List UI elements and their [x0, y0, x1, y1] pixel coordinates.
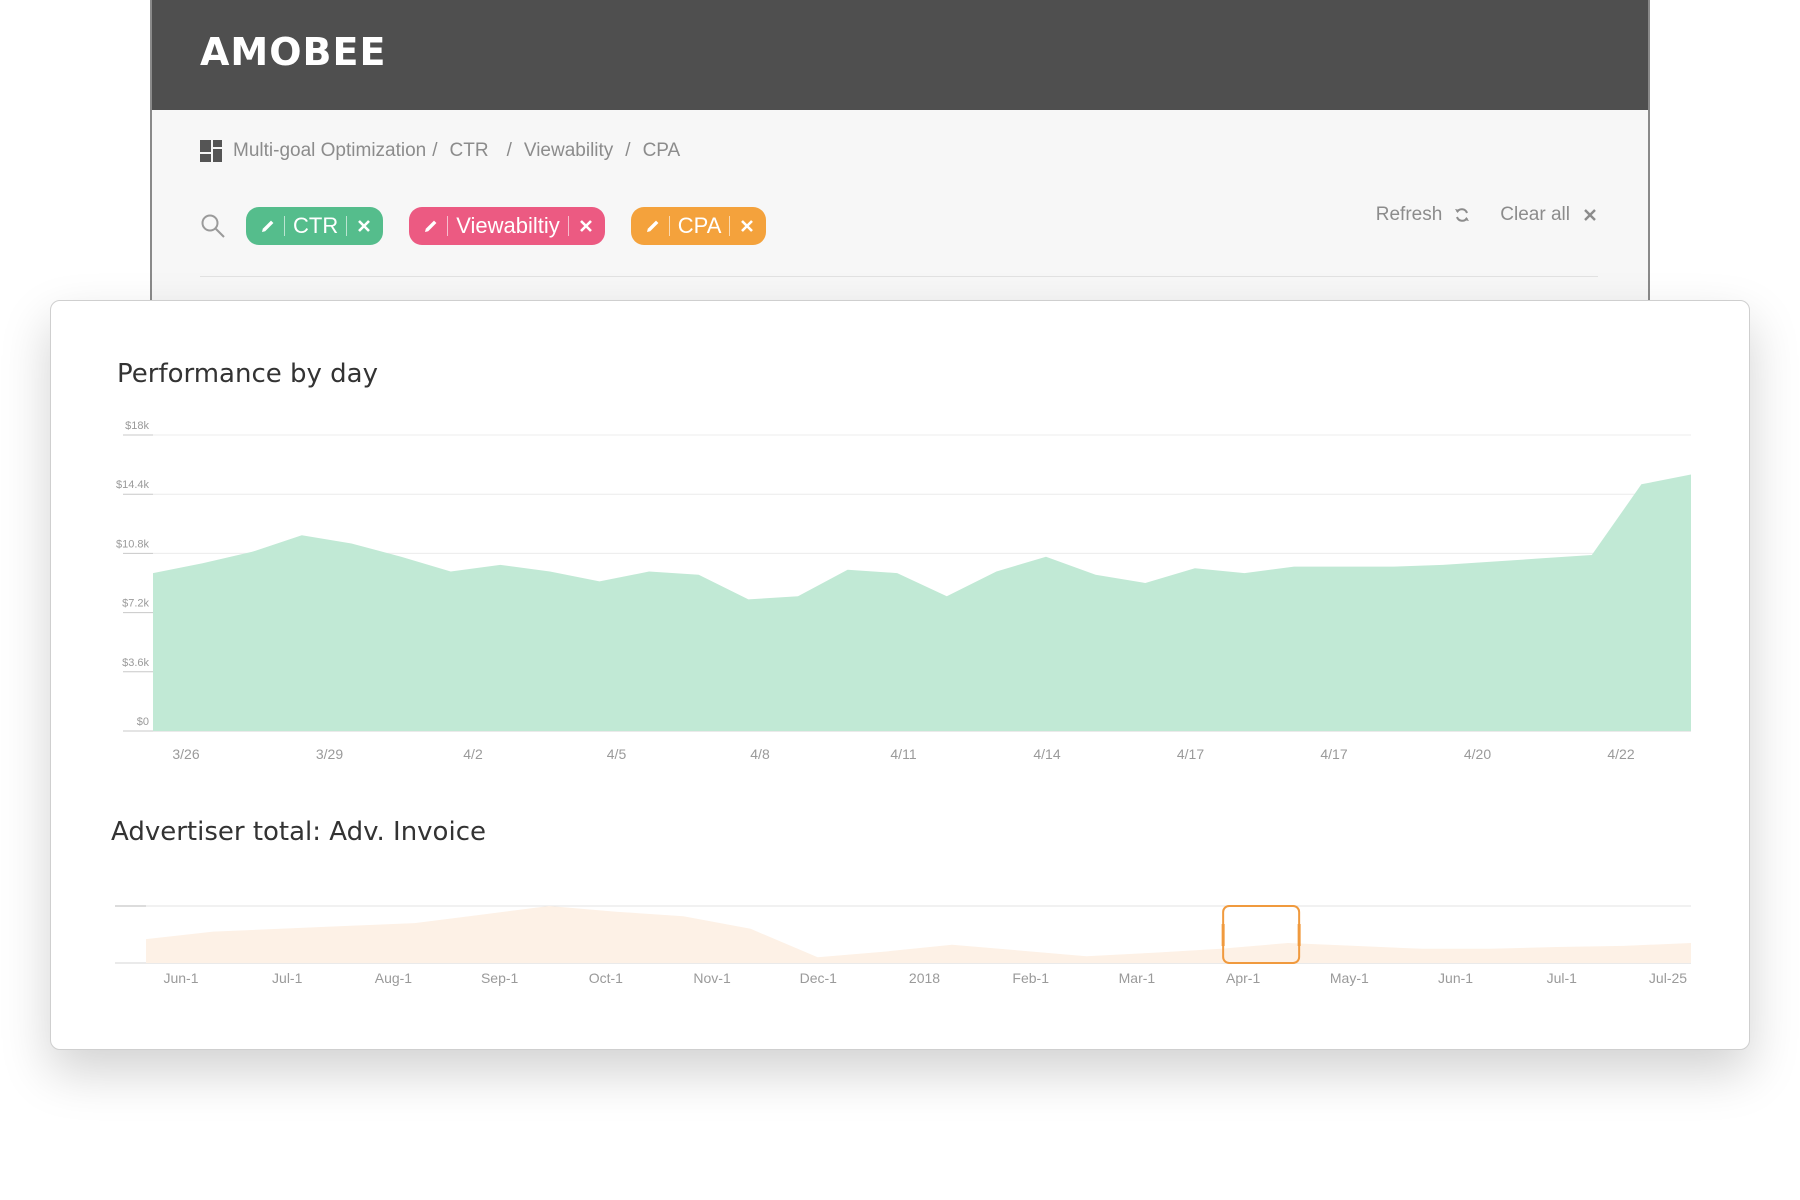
breadcrumb-item-multi-goal[interactable]: Multi-goal Optimization [233, 140, 427, 161]
refresh-icon [1455, 208, 1470, 222]
x-tick-label: 4/8 [750, 746, 770, 762]
app-header: AMOBEE [152, 0, 1648, 110]
pencil-icon[interactable] [645, 218, 661, 234]
main-chart-title: Performance by day [117, 359, 379, 389]
chip-divider [567, 216, 569, 236]
x-tick-label: Aug-1 [375, 970, 413, 986]
x-tick-label: Jun-1 [163, 970, 198, 986]
x-tick-label: Mar-1 [1119, 970, 1156, 986]
filter-actions: Refresh Clear all [1376, 204, 1598, 226]
breadcrumb-item-viewability[interactable]: Viewability [523, 140, 614, 161]
chip-label: CPA [677, 213, 722, 238]
x-tick-label: 3/29 [316, 746, 343, 762]
breadcrumb-item-ctr[interactable]: CTR [449, 140, 489, 161]
close-icon[interactable] [357, 219, 371, 233]
x-tick-label: Jul-1 [1547, 970, 1578, 986]
y-tick-label: $18k [125, 420, 149, 432]
breadcrumb: Multi-goal Optimization / CTR / Viewabil… [200, 138, 680, 164]
refresh-button[interactable]: Refresh [1376, 204, 1471, 226]
close-icon [1584, 209, 1596, 221]
x-tick-label: 4/14 [1033, 746, 1060, 762]
x-tick-label: Oct-1 [589, 970, 623, 986]
x-tick-label: Jun-1 [1438, 970, 1473, 986]
x-tick-label: Nov-1 [693, 970, 731, 986]
x-tick-label: 3/26 [172, 746, 199, 762]
x-tick-label: Feb-1 [1012, 970, 1049, 986]
series-area[interactable] [153, 474, 1691, 732]
chart-card: Performance by day $0 $3.6k $7.2k $10.8k $14… [50, 300, 1750, 1050]
clear-all-button[interactable]: Clear all [1500, 204, 1598, 226]
brand-logo[interactable]: AMOBEE [200, 30, 387, 74]
y-tick-label: $14.4k [116, 479, 150, 491]
app-window: AMOBEE Multi-goal Optimization / CTR / V… [150, 0, 1650, 310]
breadcrumb-separator: / [625, 140, 631, 161]
chip-label: Viewabiltiy [456, 213, 560, 238]
performance-chart[interactable]: $0 $3.6k $7.2k $10.8k $14.4k $18k 3/26 3/29 4/2 4… [51, 401, 1751, 861]
navigator-title: Advertiser total: Adv. Invoice [111, 817, 486, 847]
x-tick-label: 4/22 [1607, 746, 1634, 762]
clear-all-label: Clear all [1500, 204, 1570, 225]
breadcrumb-item-cpa[interactable]: CPA [642, 140, 681, 161]
breadcrumb-separator: / [432, 140, 438, 161]
filter-divider [200, 276, 1598, 277]
dashboard-icon [200, 140, 222, 162]
x-tick-label: Sep-1 [481, 970, 519, 986]
pencil-icon[interactable] [260, 218, 276, 234]
filter-chip-ctr[interactable]: CTR [246, 207, 384, 245]
y-tick-label: $7.2k [122, 598, 149, 610]
search-icon[interactable] [200, 213, 226, 239]
filter-bar: CTR Viewabiltiy CPA [200, 206, 792, 246]
navigator-area [146, 906, 1691, 963]
x-tick-label: Jul-25 [1649, 970, 1687, 986]
x-tick-label: 4/17 [1177, 746, 1204, 762]
filter-chip-cpa[interactable]: CPA [630, 207, 767, 245]
y-tick-label: $10.8k [116, 538, 150, 550]
breadcrumb-separator: / [506, 140, 512, 161]
x-tick-label: 4/11 [890, 746, 916, 762]
chip-label: CTR [293, 213, 339, 238]
chip-divider [668, 216, 670, 236]
x-tick-label: Jul-1 [272, 970, 303, 986]
x-tick-label: Apr-1 [1226, 970, 1260, 986]
x-tick-label: May-1 [1330, 970, 1369, 986]
chip-divider [346, 216, 348, 236]
chip-divider [284, 216, 285, 236]
x-tick-label: 2018 [909, 970, 940, 986]
close-icon[interactable] [740, 219, 754, 233]
chip-divider [447, 216, 449, 236]
x-tick-label: Dec-1 [800, 970, 838, 986]
pencil-icon[interactable] [423, 218, 439, 234]
y-tick-label: $0 [137, 716, 149, 728]
y-tick-label: $3.6k [122, 657, 149, 669]
x-tick-label: 4/17 [1320, 746, 1347, 762]
filter-chip-viewability[interactable]: Viewabiltiy [409, 207, 605, 245]
x-tick-label: 4/2 [463, 746, 483, 762]
chip-divider [729, 216, 731, 236]
x-tick-label: 4/5 [607, 746, 627, 762]
x-tick-label: 4/20 [1464, 746, 1491, 762]
navigator-chart[interactable]: Jun-1 Jul-1 Aug-1 Sep-1 Oct-1 Nov-1 Dec-1 2018 F… [51, 891, 1751, 1011]
close-icon[interactable] [579, 219, 593, 233]
refresh-label: Refresh [1375, 204, 1443, 225]
